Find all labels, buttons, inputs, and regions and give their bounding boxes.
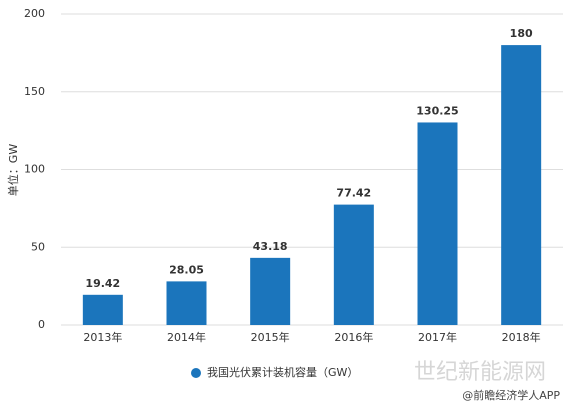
value-label: 130.25 bbox=[416, 104, 458, 117]
y-tick-label: 100 bbox=[24, 163, 45, 176]
bar bbox=[501, 45, 542, 325]
bar bbox=[250, 257, 291, 325]
value-label: 43.18 bbox=[253, 240, 288, 253]
x-tick-label: 2017年 bbox=[418, 330, 457, 344]
x-tick-label: 2018年 bbox=[502, 330, 541, 344]
bar bbox=[82, 294, 123, 325]
value-label: 19.42 bbox=[85, 277, 120, 290]
y-axis-label: 单位：GW bbox=[6, 144, 20, 197]
value-label: 77.42 bbox=[336, 187, 371, 200]
x-tick-label: 2015年 bbox=[251, 330, 290, 344]
value-label: 180 bbox=[510, 27, 533, 40]
legend-marker bbox=[191, 368, 201, 378]
y-tick-label: 50 bbox=[31, 240, 45, 253]
y-tick-label: 200 bbox=[24, 7, 45, 20]
y-tick-label: 0 bbox=[38, 318, 45, 331]
bar bbox=[166, 281, 207, 325]
bar bbox=[333, 204, 374, 325]
x-tick-label: 2016年 bbox=[334, 330, 373, 344]
value-label: 28.05 bbox=[169, 263, 204, 276]
bar bbox=[417, 122, 458, 326]
x-tick-label: 2014年 bbox=[167, 330, 206, 344]
watermark: 世纪新能源网 bbox=[414, 360, 546, 385]
source: @前瞻经济学人APP bbox=[462, 388, 560, 402]
y-tick-label: 150 bbox=[24, 85, 45, 98]
x-tick-label: 2013年 bbox=[83, 330, 122, 344]
legend-label: 我国光伏累计装机容量（GW） bbox=[207, 365, 358, 379]
